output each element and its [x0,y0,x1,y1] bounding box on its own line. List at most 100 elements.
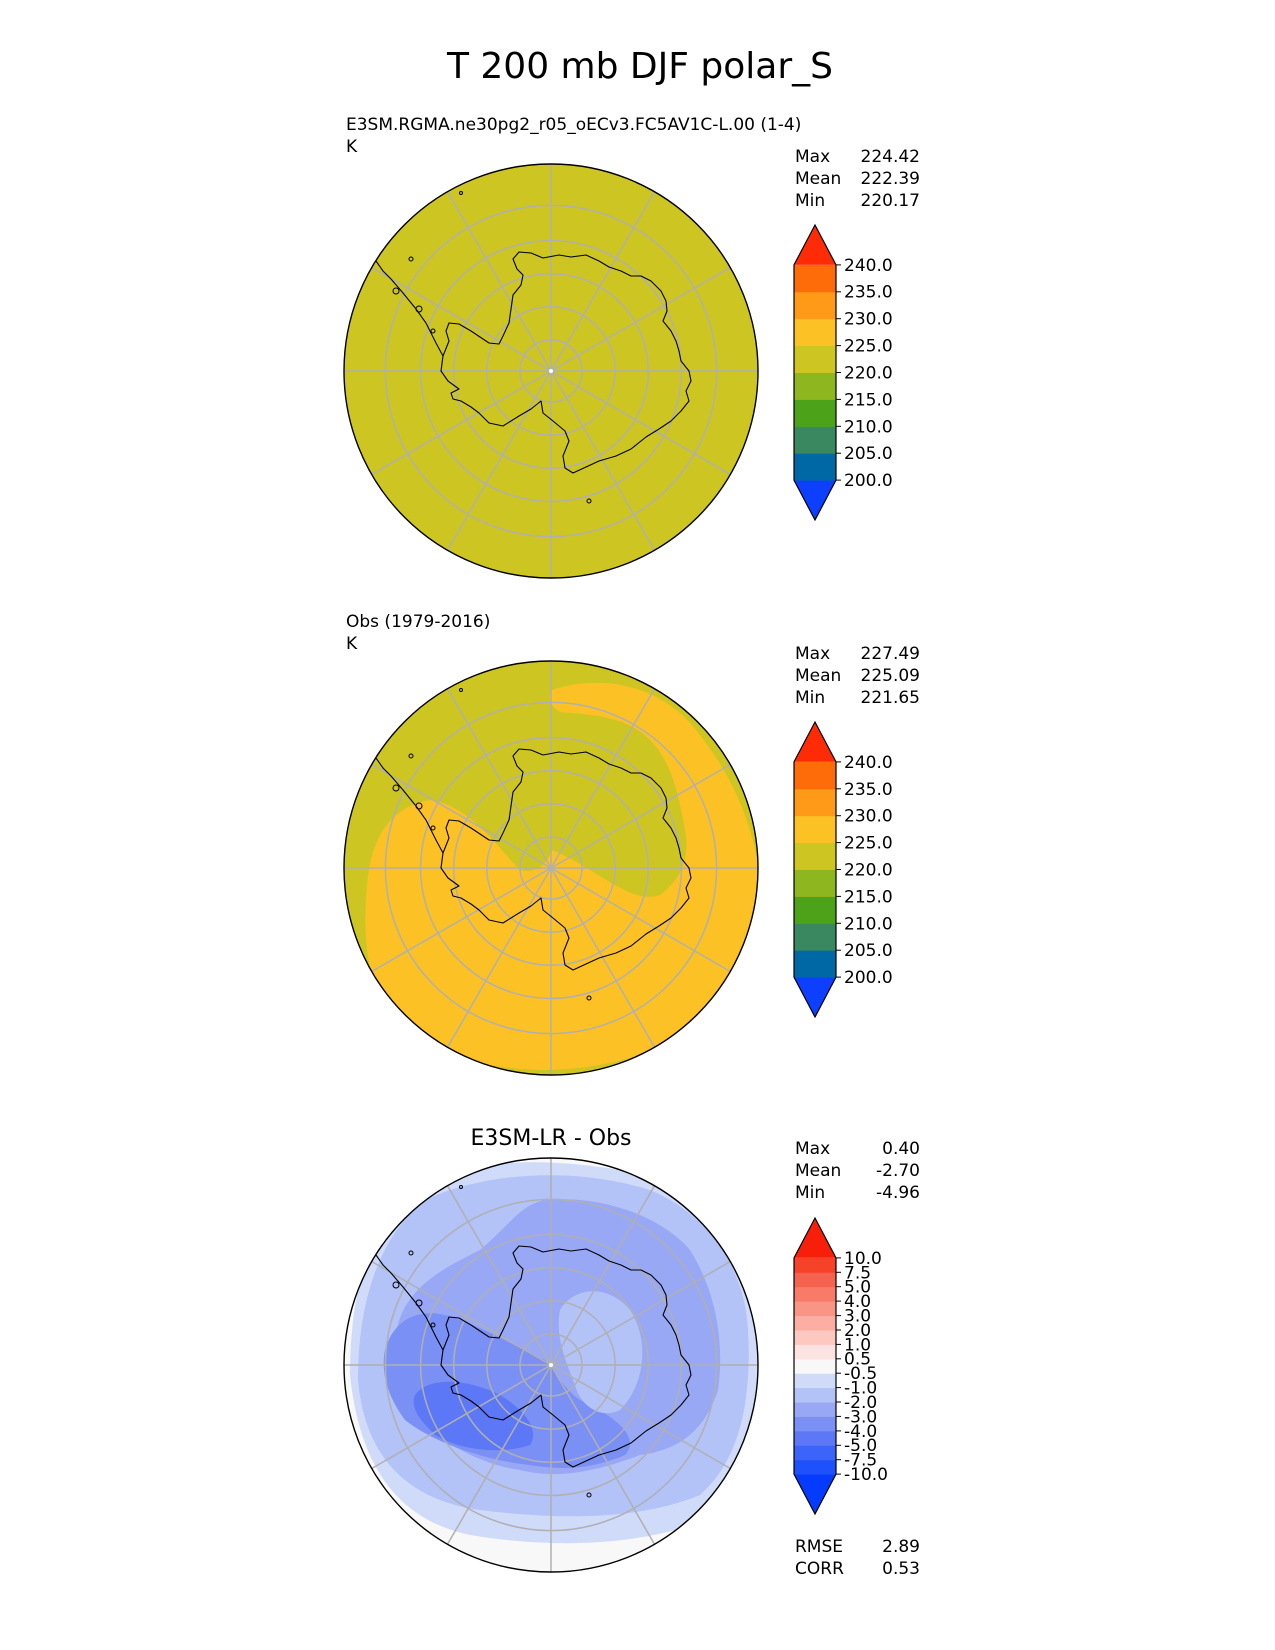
model-map-border [343,163,759,579]
stat-label: Max [795,147,830,167]
colorbar-tick-label: 210.0 [844,417,893,437]
stat-value: -4.96 [876,1183,920,1203]
model-run-title: E3SM.RGMA.ne30pg2_r05_oECv3.FC5AV1C-L.00… [346,115,801,135]
meridian-line [550,370,731,476]
meridian-line [371,867,552,973]
stat-label: RMSE [795,1537,843,1557]
model-coastline [375,191,692,504]
colorbar-segment [794,1430,836,1446]
colorbar-tick-label: 240.0 [844,753,893,773]
colorbar-segment [794,318,836,347]
stat-value: 0.40 [882,1139,920,1159]
colorbar-tick-label: 7.5 [844,1263,871,1283]
colorbar-segment [794,1358,836,1374]
meridian-line [446,867,552,1048]
meridian-line [446,688,552,869]
stat-value: 225.09 [861,666,920,686]
stat-label: Min [795,1183,825,1203]
coastline-island [586,498,592,504]
coastline-island [408,1250,414,1256]
colorbar-tick-label: 200.0 [844,968,893,988]
colorbar-segment [794,426,836,454]
colorbar-tick-label: 215.0 [844,390,893,410]
colorbar-tick-label: -10.0 [844,1465,888,1485]
colorbar-tick-label: 225.0 [844,337,893,357]
meridian-line [371,266,552,372]
coastline-island [392,287,400,295]
coastline-island [459,1185,463,1189]
diff-field-minus4-minus5-core [413,1381,534,1451]
meridian-line [371,1260,552,1366]
coastline-island [430,825,436,831]
stat-label: Min [795,688,825,708]
coastline-peninsula [375,1254,444,1351]
meridian-line [550,1364,656,1545]
colorbar-tick-label: 230.0 [844,310,893,330]
model-stats: Max 224.42 Mean 222.39 Min 220.17 [795,147,920,211]
coastline-island [415,305,423,313]
coastline-island [408,256,414,262]
colorbar-segment [794,1459,836,1475]
colorbar-extend-min [794,977,836,1017]
colorbar-tick-label: -1.0 [844,1379,877,1399]
stat-label: CORR [795,1559,844,1579]
stat-value: -2.70 [876,1161,920,1181]
colorbar-segment [794,1445,836,1461]
diff-colorbar: -10.0-7.5-5.0-4.0-3.0-2.0-1.0-0.50.51.02… [793,1216,888,1516]
obs-units-label: K [346,634,358,654]
colorbar-segment [794,1416,836,1432]
coastline-island [392,784,400,792]
diff-field-east-anomaly [558,1291,643,1414]
stat-value: 0.53 [882,1559,920,1579]
colorbar-extend-max [794,722,836,762]
colorbar-segment [794,1257,836,1273]
panel-obs: Obs (1979-2016) K Max 227.49 Mean 225.09… [343,612,920,1076]
obs-map-border [343,660,759,1076]
colorbar-tick-label: 235.0 [844,283,893,303]
coastline-island [430,328,436,334]
meridian-line [550,1364,731,1470]
colorbar-extend-max [794,225,836,265]
colorbar-tick-label: 215.0 [844,887,893,907]
colorbar-tick-label: 210.0 [844,914,893,934]
stat-label: Max [795,644,830,664]
obs-colorbar: 200.0 205.0 210.0 215.0 220.0 225.0 230.0 235.0… [793,720,893,1019]
figure-title: T 200 mb DJF polar_S [446,46,833,87]
colorbar-tick-label: -4.0 [844,1422,877,1442]
meridian-line [371,1364,552,1470]
colorbar-tick-label: -5.0 [844,1436,877,1456]
diff-map-border [343,1157,759,1573]
colorbar-segment [794,291,836,320]
meridian-line [550,867,656,1048]
model-graticule [344,164,758,578]
coastline-peninsula [375,757,444,854]
colorbar-tick-label: 1.0 [844,1335,871,1355]
coastline-continent [440,1245,692,1468]
colorbar-tick-label: 230.0 [844,807,893,827]
colorbar-extend-min [794,1474,836,1514]
colorbar-extend-max [794,1218,836,1258]
meridian-line [550,1185,656,1366]
obs-field-225-230 [365,682,758,1070]
panel-diff: E3SM-LR - Obs Max 0.40 Mean -2.70 Min -4… [343,1126,920,1579]
colorbar-tick-label: 220.0 [844,861,893,881]
colorbar-tick-label: 205.0 [844,941,893,961]
meridian-line [550,867,731,973]
colorbar-segment [794,815,836,844]
colorbar-segment [794,761,836,790]
colorbar-tick-label: -2.0 [844,1393,877,1413]
coastline-island [586,1492,592,1498]
colorbar-segment [794,923,836,951]
colorbar-tick-label: 200.0 [844,471,893,491]
meridian-line [550,370,656,551]
stat-value: 220.17 [861,191,920,211]
coastline-island [430,1322,436,1328]
coastline-island [408,753,414,759]
colorbar-tick-label: 0.5 [844,1350,871,1370]
colorbar-tick-label: 10.0 [844,1249,882,1269]
stat-value: 221.65 [861,688,920,708]
colorbar-extend-min [794,480,836,520]
diff-graticule [344,1158,758,1572]
meridian-line [550,266,731,372]
colorbar-tick-label: 5.0 [844,1278,871,1298]
